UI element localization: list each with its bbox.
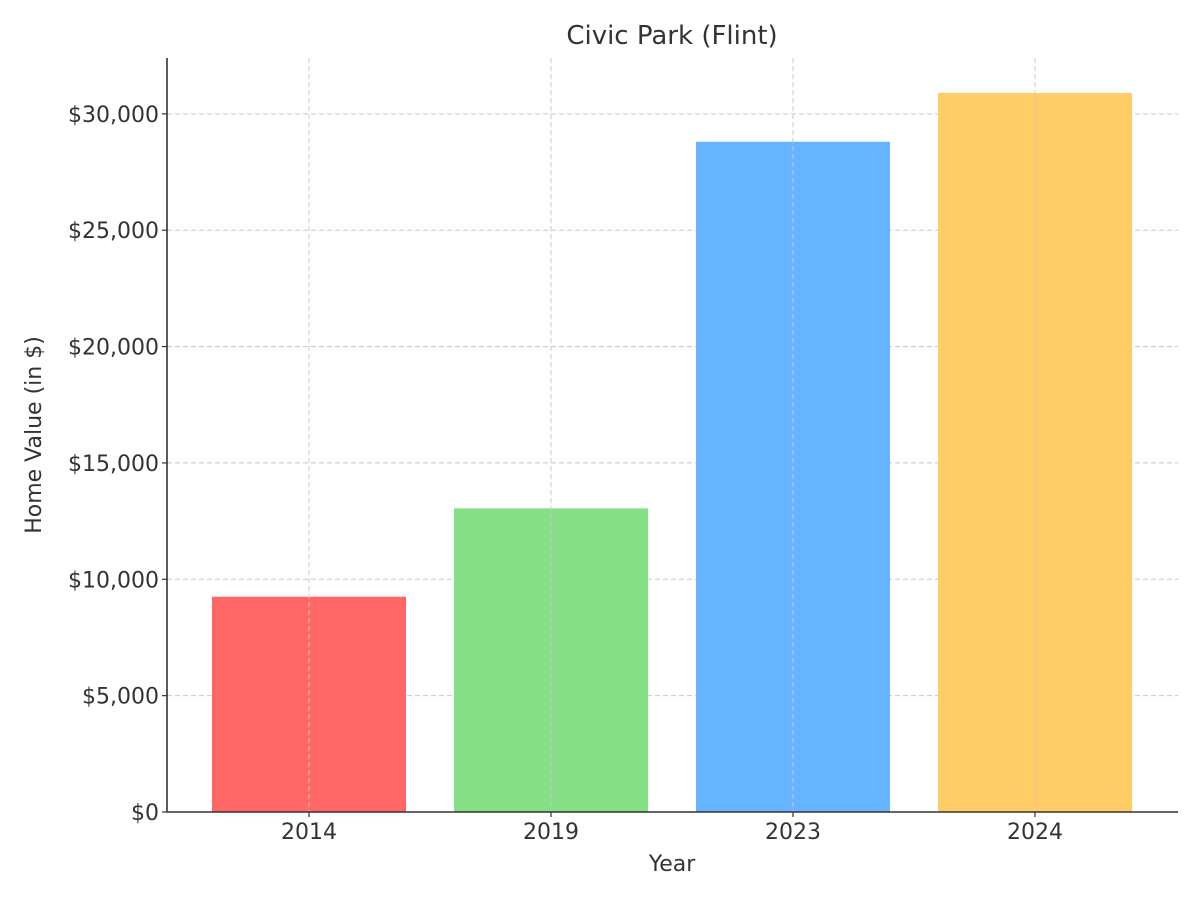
x-tick-label: 2019 — [523, 820, 579, 845]
y-axis-label: Home Value (in $) — [22, 336, 47, 534]
x-tick-label: 2023 — [765, 820, 821, 845]
x-tick-label: 2024 — [1007, 820, 1063, 845]
y-tick-label: $5,000 — [82, 685, 159, 710]
y-tick-label: $20,000 — [68, 336, 159, 361]
x-tick-label: 2014 — [281, 820, 337, 845]
x-axis-label: Year — [648, 852, 697, 877]
x-tick-labels: 2014 2019 2023 2024 — [281, 812, 1063, 845]
bar-2014 — [212, 596, 406, 812]
vertical-grid — [308, 58, 1036, 812]
y-tick-labels: $0 $5,000 $10,000 $15,000 $20,000 $25,000 $30,… — [68, 103, 167, 826]
chart-title: Civic Park (Flint) — [566, 21, 777, 51]
y-tick-label: $15,000 — [68, 452, 159, 477]
bars — [212, 92, 1132, 812]
y-tick-label: $0 — [131, 801, 159, 826]
y-tick-label: $25,000 — [68, 219, 159, 244]
y-tick-label: $10,000 — [68, 568, 159, 593]
y-tick-label: $30,000 — [68, 103, 159, 128]
